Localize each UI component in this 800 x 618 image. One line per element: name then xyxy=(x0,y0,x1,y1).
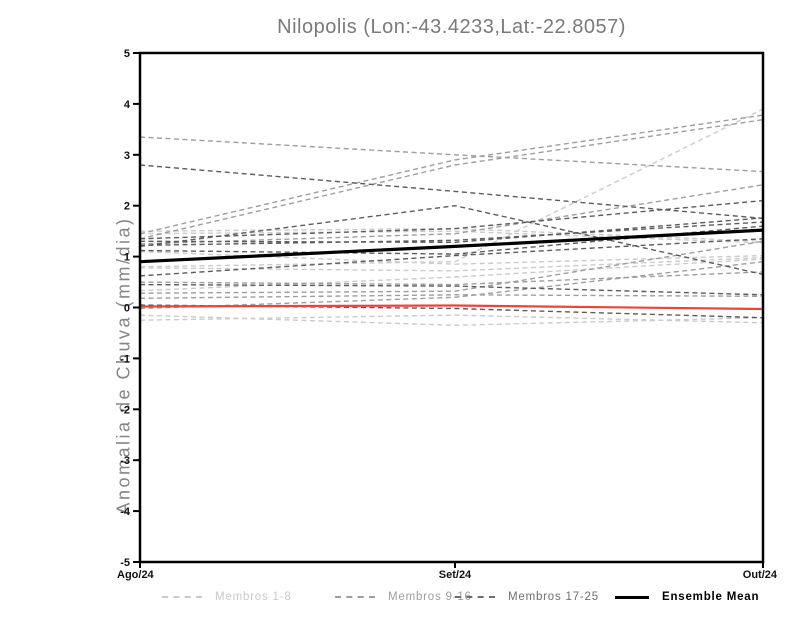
member-line xyxy=(139,225,764,255)
y-tick-label: 2 xyxy=(124,201,130,213)
legend-label: Membros 1-8 xyxy=(215,591,292,603)
member-line xyxy=(139,258,764,292)
legend-label: Ensemble Mean xyxy=(662,591,760,603)
member-line xyxy=(139,294,764,299)
legend-item-ensemble-mean: Ensemble Mean xyxy=(615,589,759,605)
legend-item-membros-17-25: Membros 17-25 xyxy=(455,589,599,605)
reference-line xyxy=(139,304,764,311)
y-tick-label: 0 xyxy=(124,303,130,315)
ensemble-mean-line xyxy=(139,228,764,264)
member-line xyxy=(139,240,764,294)
y-tick-label: -5 xyxy=(120,557,130,569)
member-line xyxy=(139,119,764,240)
y-tick-label: 1 xyxy=(124,252,130,264)
y-tick-label: -1 xyxy=(120,353,130,365)
y-tick-label: -2 xyxy=(120,404,130,416)
member-line xyxy=(139,283,764,296)
member-line xyxy=(139,114,764,235)
dashed-line-swatch xyxy=(335,596,375,598)
member-line xyxy=(139,221,764,247)
y-tick-label: 3 xyxy=(124,150,130,162)
legend-item-membros-9-16: Membros 9-16 xyxy=(335,589,472,605)
member-line xyxy=(139,204,764,276)
legend: Membros 1-8 Membros 9-16 Membros 17-25 E… xyxy=(0,589,800,605)
y-tick-label: 5 xyxy=(124,48,130,60)
x-tick-label: Set/24 xyxy=(439,569,472,581)
x-tick-label: Ago/24 xyxy=(117,569,155,581)
member-line xyxy=(139,314,764,324)
member-line xyxy=(139,217,764,244)
member-line xyxy=(139,238,764,277)
y-tick-label: -4 xyxy=(120,506,131,518)
legend-label: Membros 17-25 xyxy=(508,591,599,603)
chart-title: Nilopolis (Lon:-43.4233,Lat:-22.8057) xyxy=(277,16,626,38)
member-line xyxy=(139,136,764,173)
legend-item-membros-1-8: Membros 1-8 xyxy=(162,589,292,605)
member-line xyxy=(139,261,764,310)
y-tick-label: 4 xyxy=(124,99,131,111)
dashed-line-swatch xyxy=(455,596,495,598)
solid-line-swatch xyxy=(615,595,649,599)
member-line xyxy=(139,108,764,268)
legend-label: Membros 9-16 xyxy=(388,591,472,603)
member-line xyxy=(139,164,764,220)
x-tick-label: Out/24 xyxy=(743,569,778,581)
member-line xyxy=(139,199,764,240)
member-line xyxy=(139,184,764,245)
y-tick-label: -3 xyxy=(120,455,130,467)
member-line xyxy=(139,271,764,286)
dashed-line-swatch xyxy=(162,596,202,598)
